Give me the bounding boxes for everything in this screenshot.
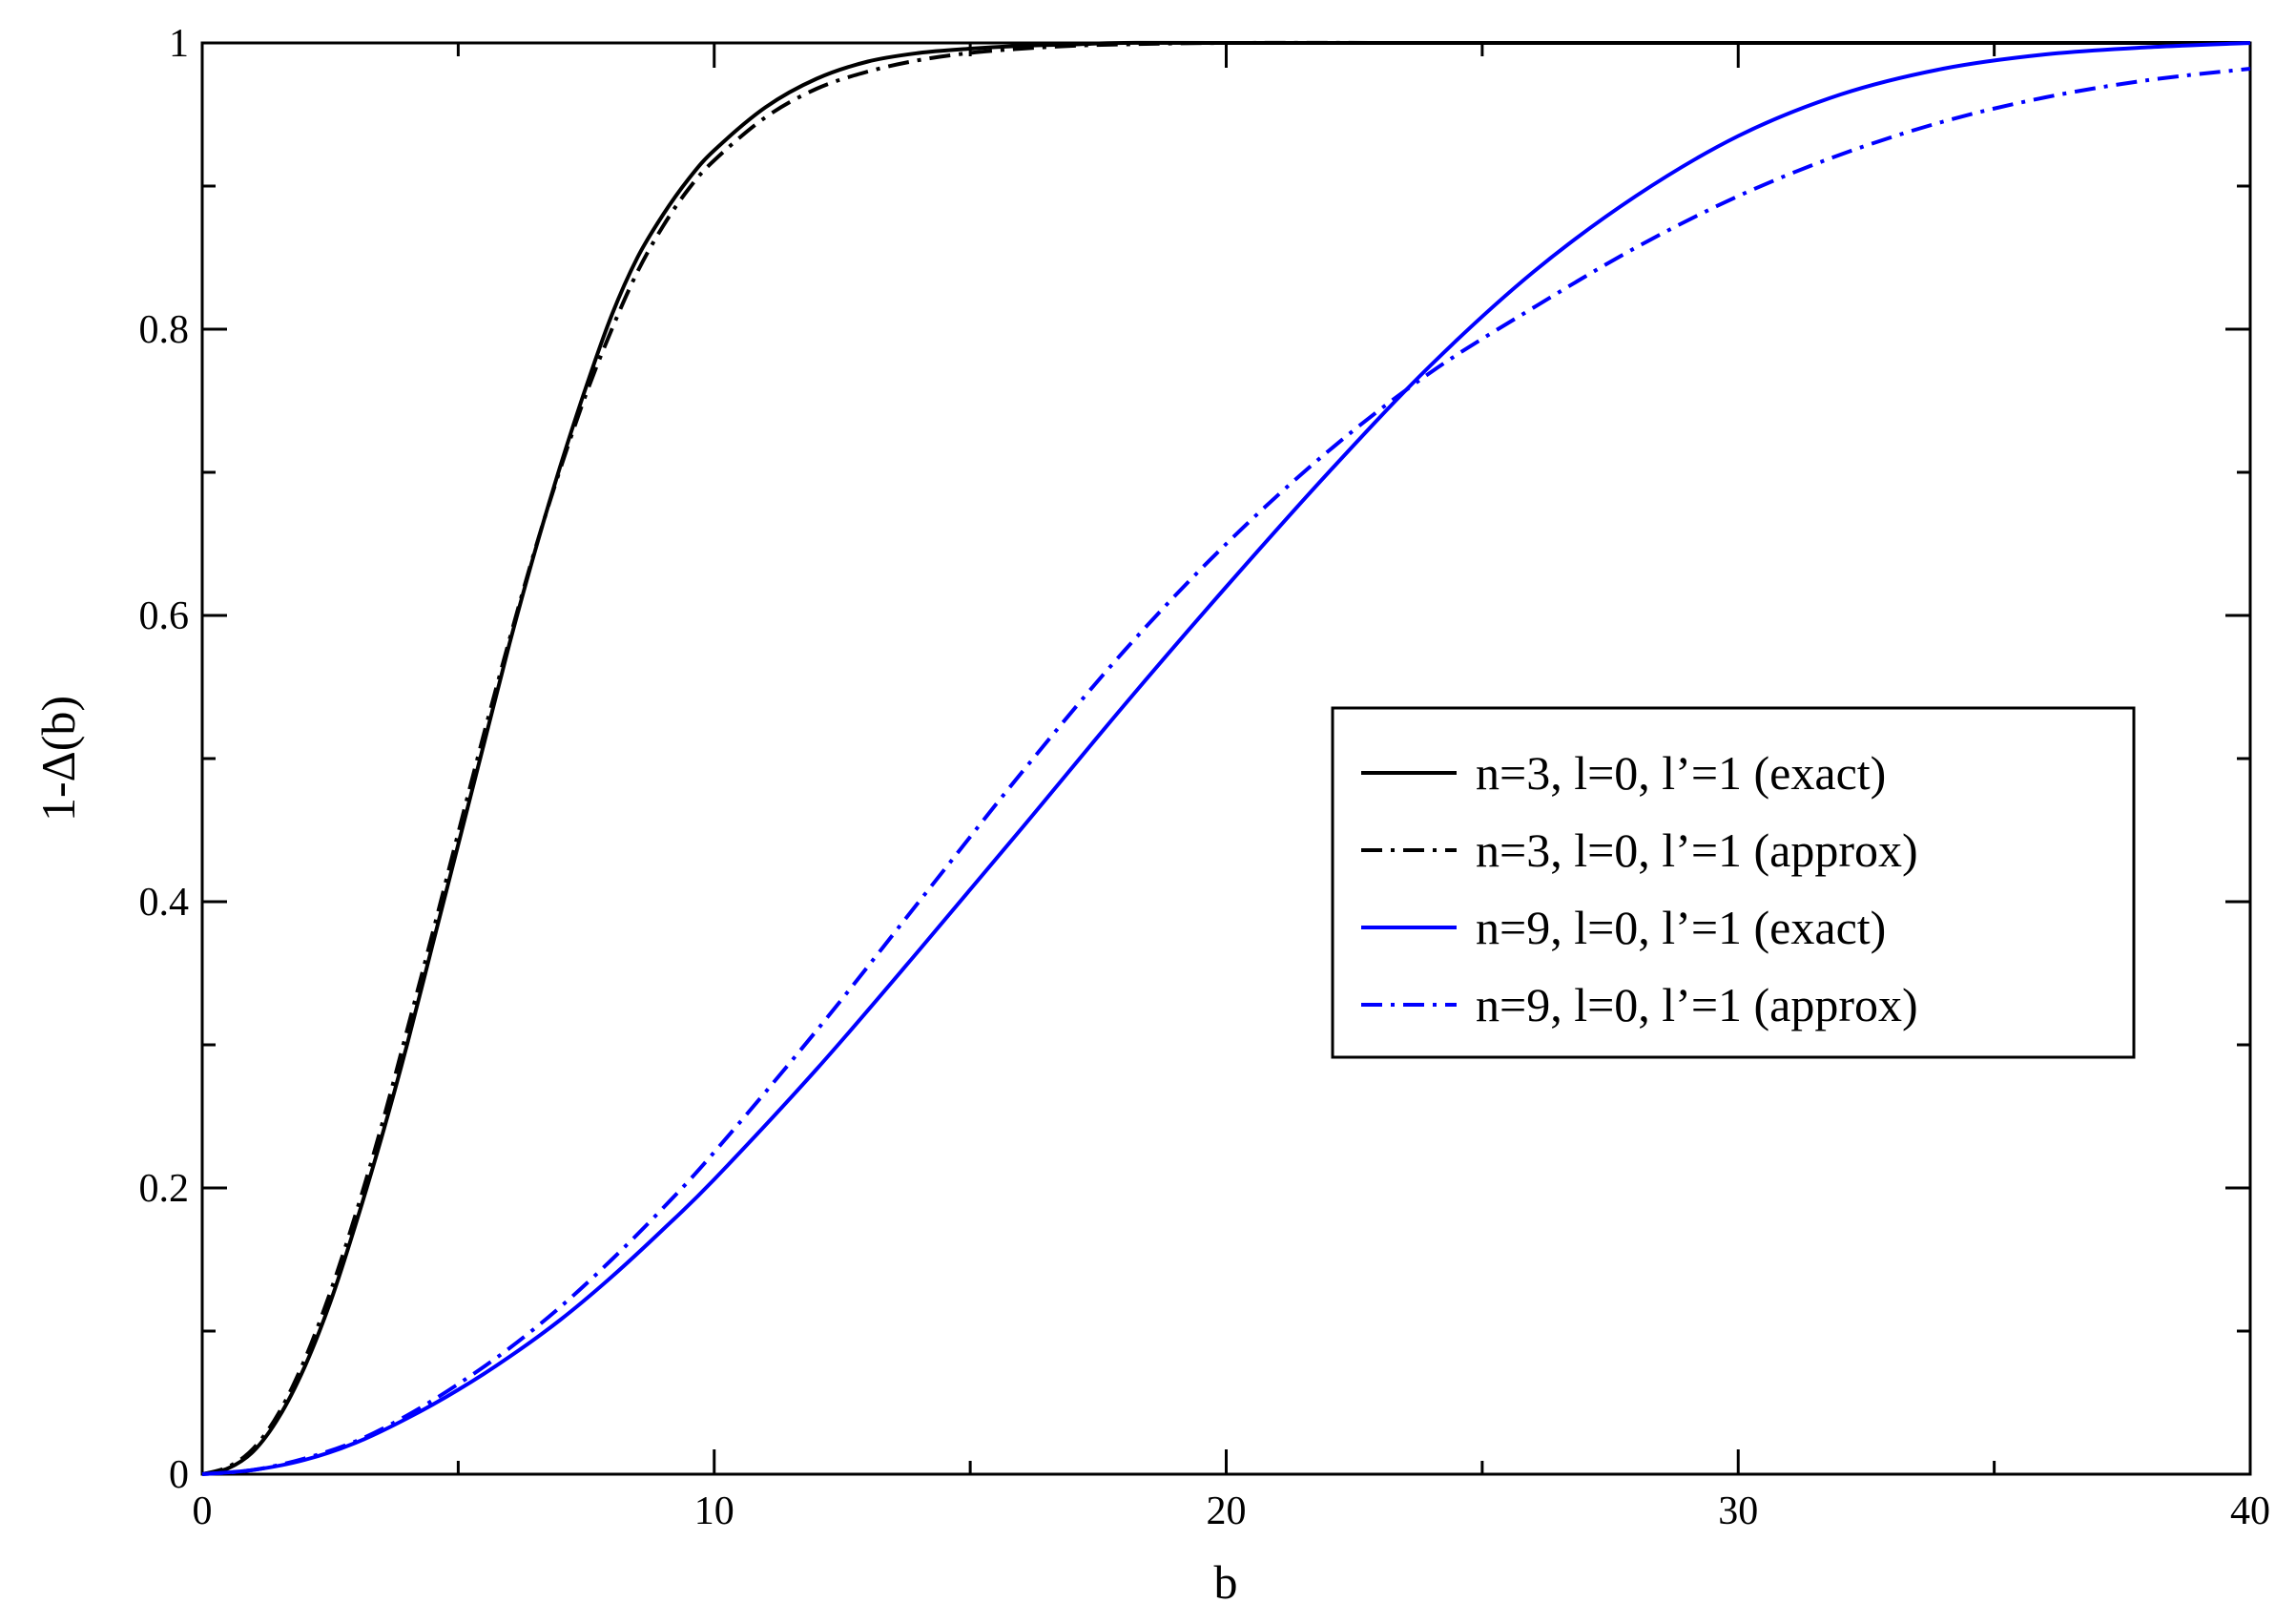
- legend-box: [1331, 706, 2136, 1059]
- y-tick-label: 0.2: [139, 1167, 190, 1211]
- series-line-1: [201, 40, 2250, 1476]
- y-axis-label: 1-Δ(b): [31, 696, 85, 822]
- x-tick-label: 0: [193, 1489, 213, 1533]
- x-tick-label: 20: [1207, 1489, 1247, 1533]
- y-tick-label: 0.4: [139, 881, 190, 925]
- x-axis-label: b: [1214, 1555, 1238, 1609]
- series-line-4: [201, 67, 2251, 1476]
- legend-entry-3: n=9, l=0, l’=1 (exact): [1476, 901, 1886, 954]
- series-line-2: [201, 40, 2250, 1476]
- axis-ticks: [200, 41, 2252, 1476]
- legend-entry-1: n=3, l=0, l’=1 (exact): [1476, 746, 1886, 800]
- axis-tick-labels: 0 10 20 30 40 0 0.2 0.4 0.6 0.8 1: [139, 22, 2271, 1533]
- x-tick-label: 10: [694, 1489, 734, 1533]
- data-series: [201, 40, 2251, 1476]
- y-tick-label: 1: [169, 22, 189, 66]
- x-tick-label: 30: [1718, 1489, 1758, 1533]
- y-tick-label: 0.8: [139, 308, 190, 352]
- legend-entry-4: n=9, l=0, l’=1 (approx): [1476, 978, 1918, 1031]
- x-tick-label: 40: [2230, 1489, 2270, 1533]
- series-line-3: [201, 41, 2251, 1476]
- legend-entry-2: n=3, l=0, l’=1 (approx): [1476, 823, 1918, 877]
- legend: n=3, l=0, l’=1 (exact) n=3, l=0, l’=1 (ap…: [1331, 706, 2136, 1059]
- y-tick-label: 0.6: [139, 594, 190, 638]
- y-tick-label: 0: [169, 1453, 189, 1497]
